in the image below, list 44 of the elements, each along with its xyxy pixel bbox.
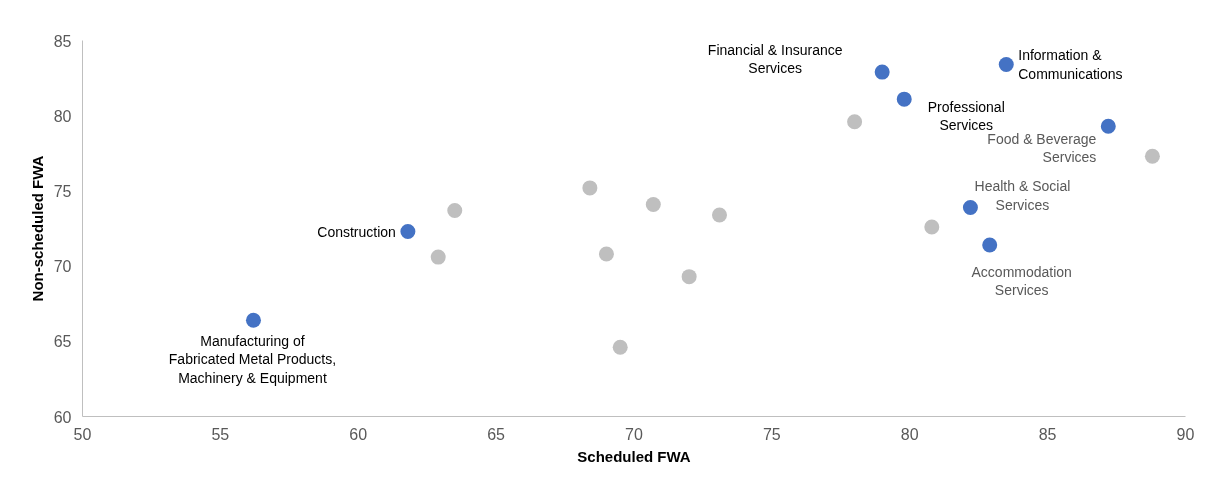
annotation: Information & Communications: [1018, 47, 1123, 82]
annotation: Manufacturing of Fabricated Metal Products, Machinery & Equipment: [168, 332, 337, 386]
x-tick-label: 50: [73, 425, 92, 443]
point: [612, 339, 628, 355]
x-tick-label: 60: [349, 425, 368, 443]
point: [982, 237, 998, 253]
x-tick-label: 70: [625, 425, 643, 443]
x-tick-label: 90: [1176, 425, 1195, 443]
x-tick-label: 55: [211, 425, 230, 443]
point: [245, 312, 261, 328]
point: [681, 269, 697, 285]
x-tick-label: 75: [762, 425, 781, 443]
point: [400, 224, 416, 239]
y-tick-label: 80: [53, 107, 72, 125]
point: [447, 202, 463, 218]
point: [711, 207, 727, 223]
y-tick-label: 65: [53, 333, 72, 351]
annotation: Construction: [317, 223, 396, 240]
x-axis-title: Scheduled FWA: [577, 447, 691, 465]
point: [598, 246, 614, 262]
point: [847, 114, 863, 130]
point: [896, 91, 912, 107]
annotation: Health & Social Services: [974, 178, 1071, 213]
y-axis-title: Non-scheduled FWA: [28, 155, 46, 302]
point: [874, 64, 890, 80]
point: [1144, 148, 1160, 164]
point: [962, 199, 978, 215]
annotation: Accommodation Services: [971, 263, 1072, 299]
point: [1100, 118, 1116, 134]
y-tick-label: 70: [53, 258, 72, 276]
y-tick-label: 60: [53, 408, 72, 426]
point: [645, 196, 661, 212]
point: [998, 57, 1014, 73]
x-tick-label: 80: [900, 425, 919, 443]
point: [924, 219, 940, 235]
annotation: Financial & Insurance Services: [707, 41, 843, 77]
y-tick-label: 75: [53, 182, 72, 200]
annotation: Professional Services: [927, 98, 1005, 134]
point: [582, 180, 598, 196]
y-tick-label: 85: [53, 32, 72, 50]
x-tick-label: 85: [1038, 425, 1057, 443]
x-tick-label: 65: [487, 425, 506, 443]
point: [430, 249, 446, 265]
annotation: Food & Beverage Services: [987, 131, 1097, 166]
